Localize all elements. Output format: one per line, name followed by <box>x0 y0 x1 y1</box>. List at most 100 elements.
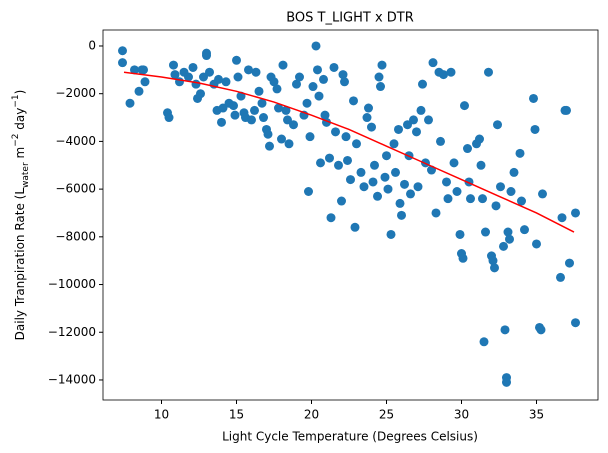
point <box>370 160 379 170</box>
x-tick-label: 30 <box>454 408 469 422</box>
x-tick-label: 35 <box>529 408 544 422</box>
point <box>352 139 361 149</box>
point <box>356 167 366 177</box>
point <box>491 201 501 211</box>
point <box>118 58 127 68</box>
point <box>506 187 516 197</box>
point <box>302 98 312 108</box>
y-axis-label-part: Daily Tranpiration Rate (L <box>13 188 27 341</box>
y-axis-label-part: day <box>13 108 27 134</box>
point <box>337 196 346 206</box>
point <box>412 127 421 137</box>
point <box>184 72 193 82</box>
point <box>520 225 529 235</box>
y-tick-label: −10000 <box>48 277 96 291</box>
point <box>191 79 201 89</box>
y-axis-label-part: −2 <box>11 134 21 147</box>
point <box>466 194 475 204</box>
point <box>164 113 174 123</box>
point <box>376 82 385 92</box>
x-tick-label: 20 <box>304 408 319 422</box>
point <box>218 103 228 113</box>
x-tick-label: 25 <box>379 408 394 422</box>
y-axis-label-part: m <box>13 147 27 163</box>
point <box>343 155 352 165</box>
point <box>274 103 283 113</box>
point <box>229 101 238 111</box>
point <box>277 134 286 144</box>
fit-line <box>123 71 575 233</box>
y-axis-label-part: water <box>21 162 31 188</box>
point <box>475 134 484 144</box>
point <box>383 184 393 194</box>
point <box>481 227 490 237</box>
point <box>331 127 340 137</box>
point <box>305 132 315 142</box>
point <box>442 177 451 187</box>
point <box>490 263 499 273</box>
point <box>233 72 243 82</box>
point <box>409 115 418 125</box>
point <box>532 239 541 249</box>
point <box>196 89 205 99</box>
point <box>319 74 328 84</box>
y-tick-label: −14000 <box>48 372 96 386</box>
point <box>272 84 282 94</box>
point <box>571 208 580 218</box>
point <box>284 139 294 149</box>
point <box>329 62 339 72</box>
point <box>463 144 472 154</box>
chart-title: BOS T_LIGHT x DTR <box>286 11 414 26</box>
point <box>536 325 546 335</box>
point <box>308 82 318 92</box>
point <box>406 189 415 199</box>
point <box>509 167 519 177</box>
point <box>292 79 301 89</box>
point <box>350 222 360 232</box>
point <box>254 86 264 96</box>
point <box>325 153 334 163</box>
point <box>380 172 390 182</box>
point <box>458 253 468 263</box>
point <box>478 194 487 204</box>
point <box>338 70 348 80</box>
point <box>403 120 412 130</box>
point <box>281 105 291 115</box>
point <box>493 120 502 130</box>
point <box>188 62 198 72</box>
point <box>455 229 465 239</box>
point <box>289 120 298 130</box>
point <box>364 103 373 113</box>
point <box>515 148 525 158</box>
point <box>118 46 127 56</box>
point <box>199 72 208 82</box>
point <box>397 210 406 220</box>
point <box>416 105 426 115</box>
point <box>436 136 445 146</box>
y-axis-label-part: −1 <box>11 94 21 107</box>
point <box>230 110 240 120</box>
point <box>125 98 135 108</box>
point <box>530 124 540 134</box>
point <box>269 77 279 87</box>
point <box>460 101 469 111</box>
point <box>139 65 148 75</box>
point <box>313 65 322 75</box>
y-tick-label: −8000 <box>55 229 96 243</box>
point <box>278 60 288 70</box>
point <box>374 72 384 82</box>
y-axis-label-part: ) <box>13 90 27 95</box>
point <box>499 241 508 251</box>
point <box>505 234 514 244</box>
point <box>283 115 292 125</box>
point <box>428 58 438 68</box>
y-axis-label: Daily Tranpiration Rate (Lwater m−2 day−… <box>11 90 31 341</box>
point <box>202 48 211 58</box>
point <box>349 96 358 106</box>
point <box>316 158 325 168</box>
y-tick-label: −12000 <box>48 325 96 339</box>
point <box>311 41 321 51</box>
point <box>359 182 369 192</box>
point <box>250 105 259 115</box>
point <box>479 337 489 347</box>
